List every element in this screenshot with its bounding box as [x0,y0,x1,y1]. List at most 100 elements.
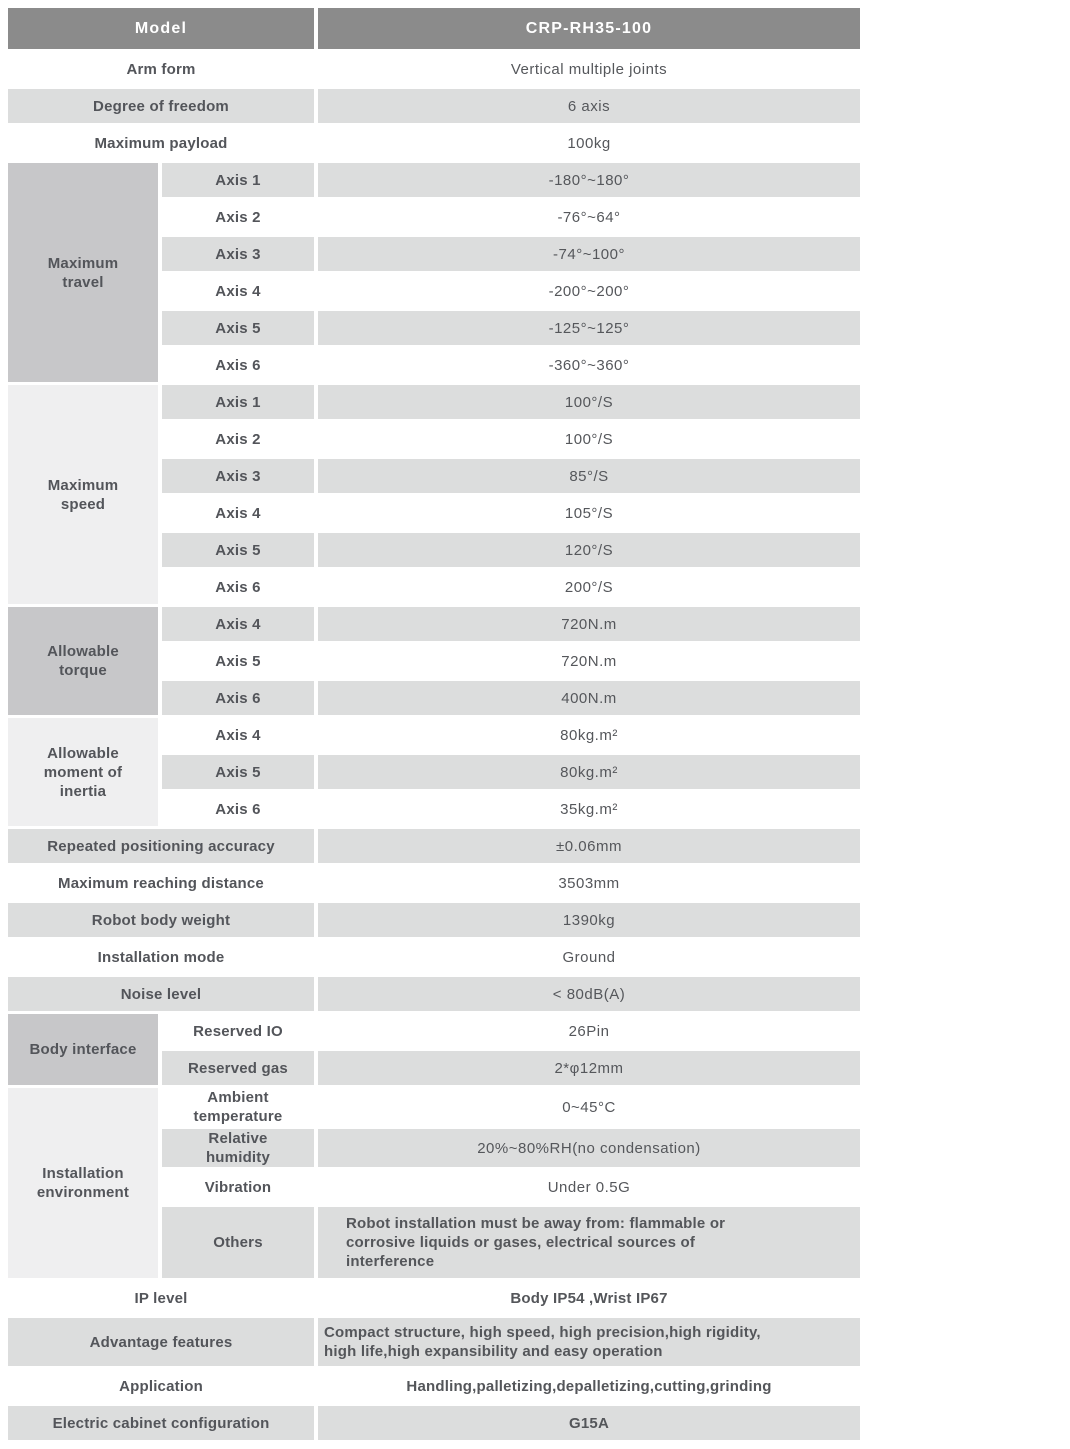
cell-value: Compact structure, high speed, high prec… [318,1318,860,1366]
cell-value: -125°~125° [318,311,860,345]
cell-label: Installation mode [97,948,225,966]
cell-sublabel: Axis 1 [162,163,314,197]
model-label-cell: Model [8,8,314,49]
row-relative-humidity: Relative humidity 20%~80%RH(no condensat… [8,1129,860,1167]
row-reserved-gas: Reserved gas 2*φ12mm [8,1051,860,1085]
row-travel-axis2: Axis 2 -76°~64° [8,200,860,234]
cell-value: 0~45°C [562,1098,616,1116]
row-body-weight: Robot body weight 1390kg [8,903,860,937]
advantage-text: Compact structure, high speed, high prec… [324,1324,761,1360]
row-vibration: Vibration Under 0.5G [8,1170,860,1204]
cell-label: Noise level [8,977,314,1011]
row-positioning-accuracy: Repeated positioning accuracy ±0.06mm [8,829,860,863]
cell-value: -360°~360° [548,356,630,374]
row-inertia-axis6: Axis 6 35kg.m² [8,792,860,826]
cell-value: 20%~80%RH(no condensation) [318,1129,860,1167]
cell-sublabel: Vibration [204,1178,272,1196]
row-speed-axis4: Axis 4 105°/S [8,496,860,530]
cell-label: Degree of freedom [8,89,314,123]
cell-sublabel: Reserved gas [162,1051,314,1085]
cell-sublabel: Others [162,1207,314,1278]
cell-value: ±0.06mm [318,829,860,863]
cell-sublabel: Ambient temperature [193,1089,283,1125]
others-text: Robot installation must be away from: fl… [346,1215,726,1270]
cell-value: 26Pin [568,1022,610,1040]
cell-value: Handling,palletizing,depalletizing,cutti… [406,1377,772,1395]
cell-sublabel: Axis 5 [162,533,314,567]
cell-value: 720N.m [318,607,860,641]
group-allowable-inertia: Allowable moment of inertia [8,718,158,826]
cell-value: 3503mm [558,874,620,892]
cell-sublabel: Reserved IO [193,1022,283,1040]
cell-sublabel: Relative humidity [162,1129,314,1167]
cell-sublabel: Axis 3 [162,237,314,271]
cell-value: 2*φ12mm [318,1051,860,1085]
row-ambient-temperature: Installation environment Ambient tempera… [8,1088,860,1278]
row-others: Others Robot installation must be away f… [8,1207,860,1278]
group-maximum-travel: Maximum travel [8,163,158,382]
row-travel-axis1: Maximum travel Axis 1 -180°~180° [8,163,860,382]
cell-value: 80kg.m² [318,755,860,789]
model-value-cell: CRP-RH35-100 [318,8,860,49]
group-installation-environment: Installation environment [8,1088,158,1278]
cell-sublabel: Axis 2 [215,208,261,226]
row-arm-form: Arm form Vertical multiple joints [8,52,860,86]
row-travel-axis5: Axis 5 -125°~125° [8,311,860,345]
cell-label: Robot body weight [8,903,314,937]
row-travel-axis4: Axis 4 -200°~200° [8,274,860,308]
cell-sublabel: Axis 2 [215,430,261,448]
cell-value: 100kg [567,134,611,152]
cell-value: Vertical multiple joints [510,60,668,78]
row-installation-mode: Installation mode Ground [8,940,860,974]
row-torque-axis4: Allowable torque Axis 4 720N.m [8,607,860,715]
row-speed-axis6: Axis 6 200°/S [8,570,860,604]
group-allowable-torque: Allowable torque [8,607,158,715]
row-travel-axis6: Axis 6 -360°~360° [8,348,860,382]
row-reaching-distance: Maximum reaching distance 3503mm [8,866,860,900]
row-travel-axis3: Axis 3 -74°~100° [8,237,860,271]
cell-label: Maximum payload [94,134,228,152]
cell-sublabel: Axis 6 [215,356,261,374]
cell-value: -76°~64° [557,208,621,226]
cell-sublabel: Axis 5 [162,755,314,789]
row-torque-axis6: Axis 6 400N.m [8,681,860,715]
spec-table: Model CRP-RH35-100 Arm form Vertical mul… [4,5,864,1443]
row-torque-axis5: Axis 5 720N.m [8,644,860,678]
cell-value: Body IP54 ,Wrist IP67 [510,1289,668,1307]
cell-label: Maximum reaching distance [58,874,264,892]
row-application: Application Handling,palletizing,depalle… [8,1369,860,1403]
cell-sublabel: Axis 6 [162,681,314,715]
cell-value: Robot installation must be away from: fl… [318,1207,860,1278]
row-speed-axis2: Axis 2 100°/S [8,422,860,456]
cell-value: 6 axis [318,89,860,123]
cell-value: 720N.m [561,652,617,670]
row-electric-cabinet: Electric cabinet configuration G15A [8,1406,860,1440]
cell-value: 100°/S [318,385,860,419]
cell-value: 100°/S [564,430,614,448]
cell-value: G15A [318,1406,860,1440]
cell-sublabel: Axis 4 [215,282,261,300]
cell-sublabel: Axis 6 [215,578,261,596]
cell-value: -200°~200° [548,282,630,300]
row-ip-level: IP level Body IP54 ,Wrist IP67 [8,1281,860,1315]
row-speed-axis3: Axis 3 85°/S [8,459,860,493]
row-maximum-payload: Maximum payload 100kg [8,126,860,160]
group-maximum-speed: Maximum speed [8,385,158,604]
cell-label: Arm form [126,60,196,78]
cell-value: Ground [562,948,616,966]
cell-value: 80kg.m² [560,726,618,744]
cell-sublabel: Axis 4 [215,504,261,522]
cell-sublabel: Axis 4 [162,607,314,641]
row-inertia-axis5: Axis 5 80kg.m² [8,755,860,789]
cell-value: 400N.m [318,681,860,715]
cell-value: -74°~100° [318,237,860,271]
row-inertia-axis4: Allowable moment of inertia Axis 4 80kg.… [8,718,860,826]
row-speed-axis5: Axis 5 120°/S [8,533,860,567]
cell-sublabel: Axis 1 [162,385,314,419]
cell-value: 35kg.m² [560,800,618,818]
row-noise-level: Noise level < 80dB(A) [8,977,860,1011]
cell-label: Advantage features [8,1318,314,1366]
row-speed-axis1: Maximum speed Axis 1 100°/S [8,385,860,604]
cell-label: Application [119,1377,203,1395]
cell-value: 85°/S [318,459,860,493]
